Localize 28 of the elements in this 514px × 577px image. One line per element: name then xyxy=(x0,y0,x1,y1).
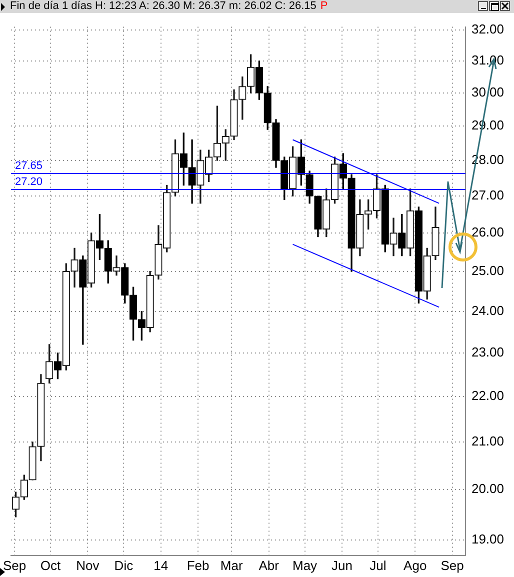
y-tick-label: 22.00 xyxy=(471,388,504,403)
x-tick-label: Feb xyxy=(186,558,210,573)
x-tick-label: Abr xyxy=(258,558,280,573)
x-tick-label: 14 xyxy=(154,558,168,573)
x-tick-label: Sep xyxy=(440,558,464,573)
chart-title: Fin de día 1 días H: 12:23 A: 26.30 M: 26.37 m: 26.02 C: 26.15 xyxy=(10,0,316,12)
x-tick-label: Ago xyxy=(404,558,427,573)
x-tick-label: Sep xyxy=(2,558,26,573)
y-tick-label: 32.00 xyxy=(471,21,504,36)
y-tick-label: 23.00 xyxy=(471,344,504,360)
ref-line-label: 27.20 xyxy=(14,176,42,188)
x-tick-label: Jul xyxy=(370,558,386,573)
x-tick-label: Nov xyxy=(76,558,100,573)
y-tick-label: 26.00 xyxy=(471,224,504,240)
x-tick-label: May xyxy=(292,558,318,573)
y-tick-label: 27.00 xyxy=(471,188,504,203)
y-tick-label: 19.00 xyxy=(471,531,504,546)
text: P xyxy=(320,0,328,12)
y-tick-label: 24.00 xyxy=(471,302,504,318)
y-tick-label: 20.00 xyxy=(471,481,504,496)
x-tick-label: Jun xyxy=(331,558,352,573)
x-tick-label: Dic xyxy=(114,558,134,573)
y-tick-label: 25.00 xyxy=(471,262,504,278)
x-tick-label: Oct xyxy=(40,558,62,573)
candlestick xyxy=(112,255,120,276)
x-tick-label: Mar xyxy=(220,558,244,573)
ref-line-label: 27.65 xyxy=(14,160,42,172)
y-tick-label: 21.00 xyxy=(471,434,504,448)
